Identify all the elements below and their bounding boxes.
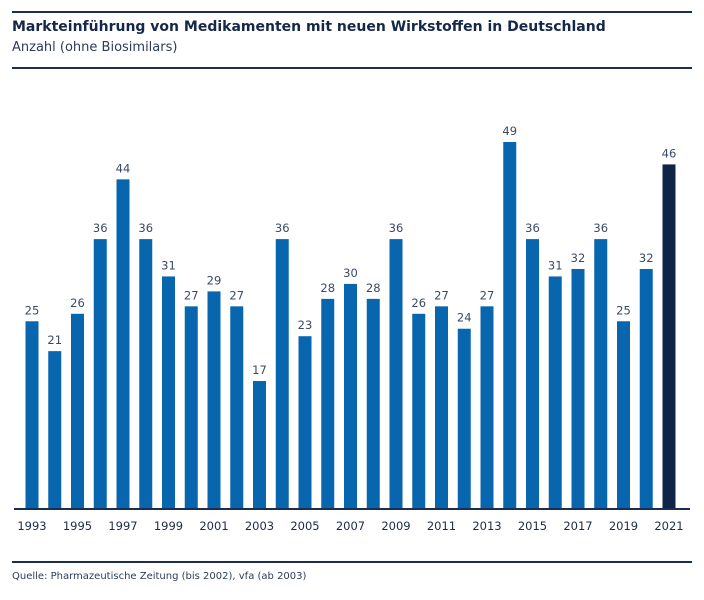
- bar-2006: [321, 298, 335, 508]
- value-label-2014: 49: [502, 124, 517, 138]
- value-label-2002: 27: [229, 288, 244, 302]
- value-label-1994: 21: [47, 333, 62, 347]
- value-label-2003: 17: [252, 363, 267, 377]
- x-tick-label-2019: 2019: [609, 519, 638, 533]
- bar-2013: [480, 306, 494, 508]
- x-tick-label-2001: 2001: [199, 519, 228, 533]
- value-label-2020: 32: [639, 251, 654, 265]
- value-label-1998: 36: [138, 221, 153, 235]
- bar-2009: [389, 239, 403, 508]
- value-label-2021: 46: [662, 146, 677, 160]
- value-label-1995: 26: [70, 296, 85, 310]
- value-label-2004: 36: [275, 221, 290, 235]
- bar-1997: [116, 179, 130, 508]
- bar-1999: [162, 276, 175, 508]
- bar-2002: [230, 306, 244, 508]
- chart-title: Markteinführung von Medikamenten mit neu…: [12, 19, 606, 35]
- value-label-2000: 27: [184, 288, 199, 302]
- value-label-1993: 25: [25, 303, 40, 317]
- bar-2007: [344, 283, 357, 508]
- value-label-2011: 27: [434, 288, 449, 302]
- x-tick-label-1993: 1993: [17, 519, 46, 533]
- x-tick-label-2003: 2003: [245, 519, 274, 533]
- value-label-1996: 36: [93, 221, 108, 235]
- x-tick-label-1995: 1995: [63, 519, 92, 533]
- x-tick-label-2013: 2013: [472, 519, 501, 533]
- value-label-2009: 36: [389, 221, 404, 235]
- bar-2017: [571, 268, 585, 508]
- footer-rule: [12, 561, 692, 563]
- bar-1993: [25, 321, 39, 508]
- x-tick-label-1999: 1999: [154, 519, 183, 533]
- bar-2000: [184, 306, 198, 508]
- bar-1995: [71, 313, 84, 508]
- value-label-2013: 27: [480, 288, 495, 302]
- top-rule: [12, 11, 692, 13]
- bar-1996: [93, 239, 107, 508]
- value-label-2018: 36: [593, 221, 608, 235]
- value-label-2005: 23: [298, 318, 313, 332]
- value-label-2015: 36: [525, 221, 540, 235]
- x-tick-label-2005: 2005: [290, 519, 319, 533]
- bar-2020: [639, 268, 653, 508]
- value-label-2001: 29: [207, 273, 222, 287]
- value-label-2007: 30: [343, 266, 358, 280]
- bar-2018: [594, 239, 608, 508]
- x-tick-label-2015: 2015: [518, 519, 547, 533]
- bar-2003: [253, 381, 266, 508]
- bar-2019: [617, 321, 630, 508]
- bar-2016: [548, 276, 562, 508]
- chart-subtitle: Anzahl (ohne Biosimilars): [12, 40, 178, 55]
- x-tick-label-2011: 2011: [427, 519, 456, 533]
- value-label-2010: 26: [411, 296, 426, 310]
- value-label-2008: 28: [366, 281, 381, 295]
- bar-2004: [275, 239, 289, 508]
- x-tick-label-2021: 2021: [654, 519, 683, 533]
- bar-1998: [139, 239, 153, 508]
- bar-2014: [503, 142, 517, 508]
- value-label-2017: 32: [571, 251, 586, 265]
- bar-2001: [207, 291, 221, 508]
- x-tick-label-2009: 2009: [381, 519, 410, 533]
- header-rule: [12, 67, 692, 69]
- source-note: Quelle: Pharmazeutische Zeitung (bis 200…: [12, 571, 307, 582]
- bar-2015: [526, 239, 539, 508]
- bar-2021: [662, 164, 676, 508]
- x-tick-label-2007: 2007: [336, 519, 365, 533]
- value-label-1999: 31: [161, 258, 176, 272]
- x-tick-label-1997: 1997: [108, 519, 137, 533]
- bar-chart: 25 21 26 36 44 36 31 27 29 27 17 36 23 28 30 28 36 26 27 24…: [14, 124, 690, 533]
- value-label-2019: 25: [616, 303, 631, 317]
- x-tick-label-2017: 2017: [563, 519, 592, 533]
- value-label-2006: 28: [320, 281, 335, 295]
- bar-2011: [435, 306, 448, 508]
- value-label-2012: 24: [457, 311, 472, 325]
- bar-2005: [298, 336, 312, 508]
- value-label-2016: 31: [548, 258, 563, 272]
- bar-2008: [366, 298, 380, 508]
- value-label-1997: 44: [116, 161, 131, 175]
- bar-2010: [412, 313, 426, 508]
- bar-1994: [48, 351, 62, 508]
- bar-2012: [457, 328, 471, 508]
